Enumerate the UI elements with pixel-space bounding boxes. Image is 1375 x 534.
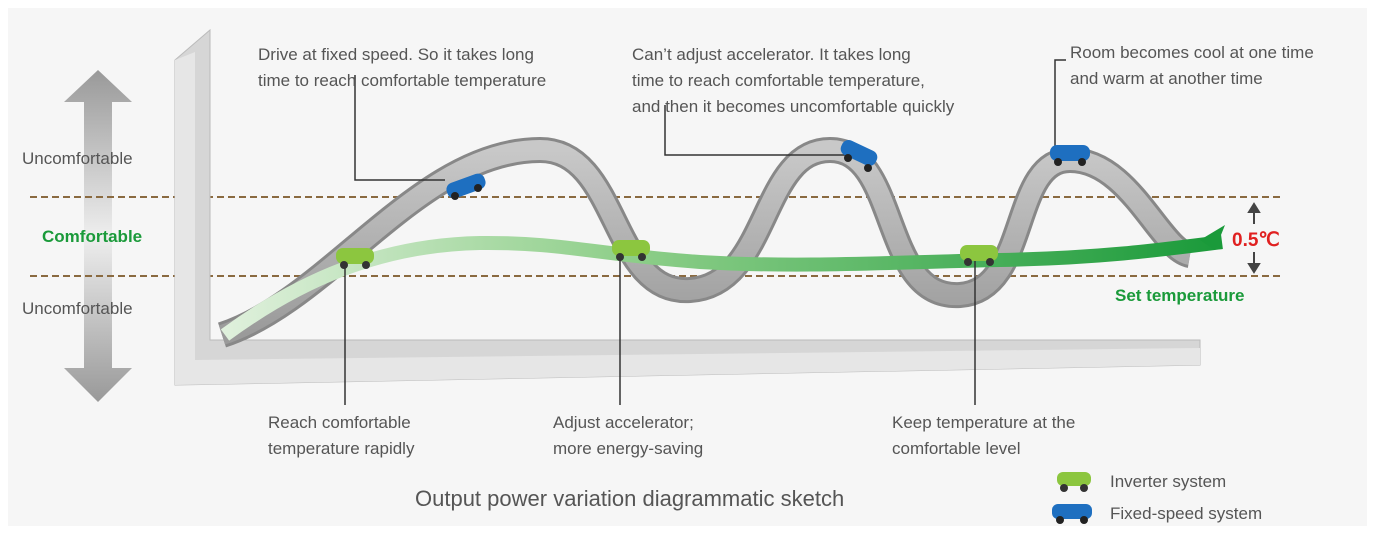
annotation: time to reach comfortable temperature,	[632, 71, 925, 90]
legend-icon-green	[1057, 472, 1091, 492]
annotation: Drive at fixed speed. So it takes long	[258, 45, 534, 64]
car-blue	[840, 140, 878, 172]
set-temperature-label: Set temperature	[1115, 286, 1244, 305]
comfort-arrow	[64, 70, 132, 402]
leader-lines	[344, 59, 1066, 405]
annotation: temperature rapidly	[268, 439, 415, 458]
annotation: Reach comfortable	[268, 413, 411, 432]
annotation: comfortable level	[892, 439, 1021, 458]
legend-label: Fixed-speed system	[1110, 504, 1262, 523]
inverter-tip	[1200, 225, 1225, 250]
annotation: Room becomes cool at one time	[1070, 43, 1314, 62]
zone-label: Uncomfortable	[22, 149, 133, 168]
tolerance-label: 0.5℃	[1232, 230, 1280, 251]
annotation: Adjust accelerator;	[553, 413, 694, 432]
annotation: and warm at another time	[1070, 69, 1263, 88]
car-blue	[446, 173, 486, 200]
axis-face	[175, 52, 1200, 385]
car-green	[960, 245, 998, 266]
title: Output power variation diagrammatic sket…	[415, 486, 844, 511]
zone-label: Comfortable	[42, 227, 142, 246]
car-green	[336, 248, 374, 269]
annotation: and then it becomes uncomfortable quickl…	[632, 97, 955, 116]
tolerance-arrows	[1247, 202, 1261, 274]
inverter-curve	[220, 235, 1223, 341]
car-green	[612, 240, 650, 261]
zone-label: Uncomfortable	[22, 299, 133, 318]
fixed-speed-curve	[218, 139, 1194, 345]
annotation: more energy-saving	[553, 439, 703, 458]
legend-icon-blue	[1052, 504, 1092, 524]
annotation: time to reach comfortable temperature	[258, 71, 546, 90]
annotation: Can’t adjust accelerator. It takes long	[632, 45, 911, 64]
car-blue	[1050, 145, 1090, 166]
legend-label: Inverter system	[1110, 472, 1226, 491]
annotation: Keep temperature at the	[892, 413, 1075, 432]
